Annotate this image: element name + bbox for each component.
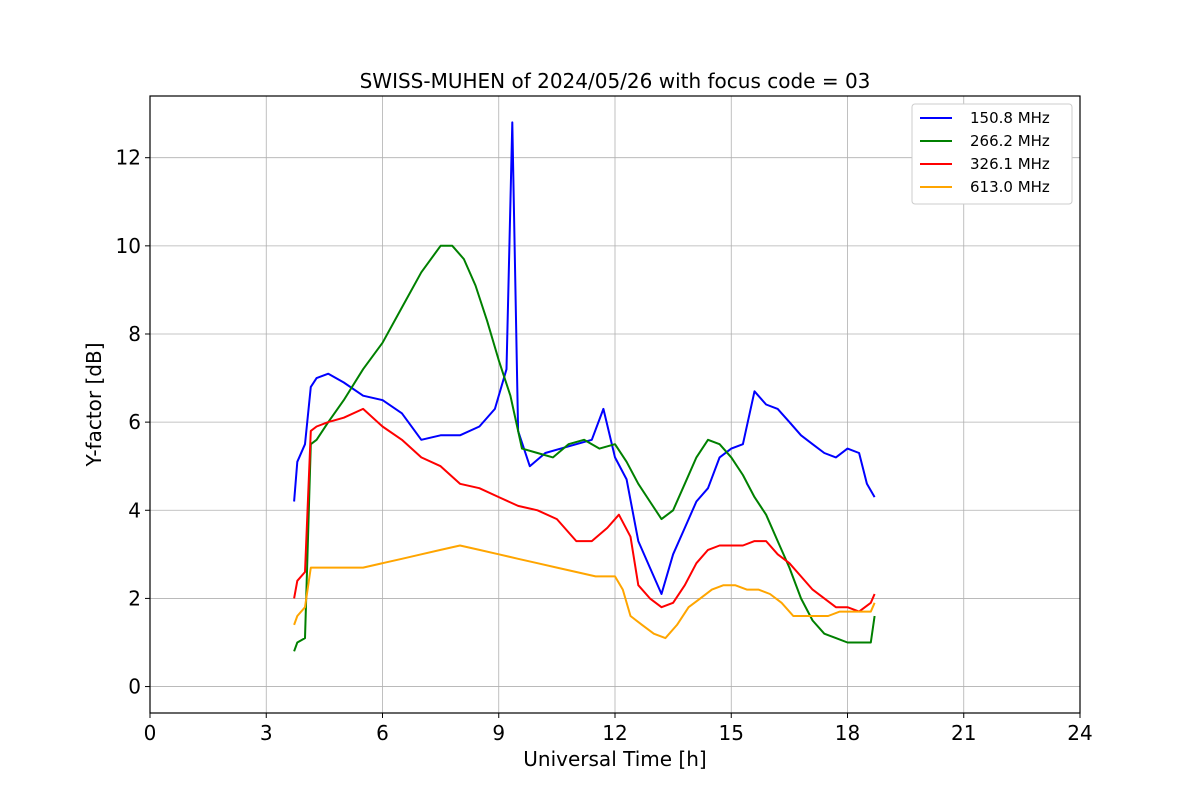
y-tick-label: 8 [128, 322, 141, 346]
y-tick-label: 4 [128, 498, 141, 522]
x-tick-label: 3 [260, 721, 273, 745]
series-line-3 [293, 544, 876, 640]
y-tick-label: 6 [128, 410, 141, 434]
x-tick-label: 15 [719, 721, 744, 745]
x-tick-label: 21 [951, 721, 976, 745]
x-tick-label: 18 [835, 721, 860, 745]
x-tick-label: 24 [1067, 721, 1092, 745]
series-group [293, 121, 876, 652]
x-tick-label: 6 [376, 721, 389, 745]
legend-label: 150.8 MHz [970, 109, 1050, 127]
legend-label: 326.1 MHz [970, 155, 1050, 173]
chart-title: SWISS-MUHEN of 2024/05/26 with focus cod… [360, 69, 871, 93]
legend-label: 266.2 MHz [970, 132, 1050, 150]
legend-box [911, 103, 1073, 205]
x-tick-label: 0 [144, 721, 157, 745]
x-tick-label: 9 [492, 721, 505, 745]
y-tick-label: 2 [128, 586, 141, 610]
legend-label: 613.0 MHz [970, 178, 1050, 196]
x-tick-label: 12 [602, 721, 627, 745]
y-axis-label: Y-factor [dB] [82, 342, 106, 467]
legend: 150.8 MHz 266.2 MHz 326.1 MHz 613.0 MHz [911, 103, 1073, 205]
series-line-1 [293, 244, 876, 652]
x-axis-label: Universal Time [h] [523, 747, 706, 771]
y-tick-label: 0 [128, 675, 141, 699]
series-line-0 [293, 121, 876, 595]
y-tick-label: 12 [116, 146, 141, 170]
series-line-2 [293, 407, 876, 613]
y-tick-label: 10 [116, 234, 141, 258]
grid [149, 96, 1081, 713]
